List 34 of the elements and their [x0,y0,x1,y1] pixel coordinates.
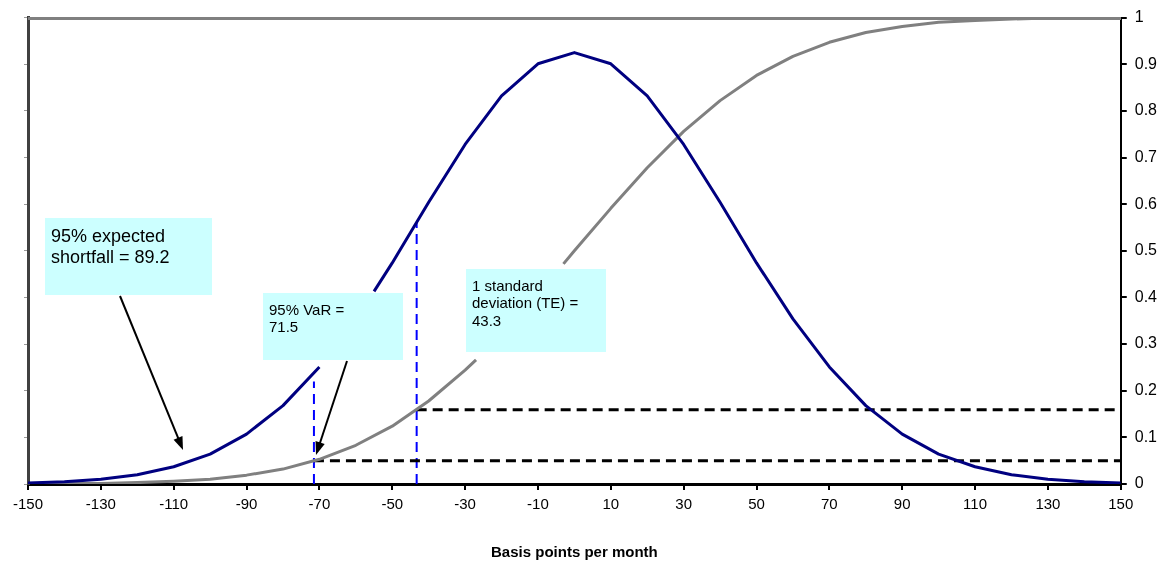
x-tick-label: -70 [308,495,331,513]
callout-box: 95% VaR = 71.5 [263,293,403,360]
x-tick-label: 150 [1108,495,1134,513]
y-tick-label: 0.6 [1134,194,1158,212]
x-tick-label: 130 [1035,495,1061,513]
y-tick-label: 0.7 [1134,147,1158,165]
y-tick-label: 0.5 [1134,241,1158,259]
x-tick-label: 30 [675,495,692,513]
y-tick-label: 0.2 [1134,381,1158,399]
callout-box: 95% expected shortfall = 89.2 [45,218,212,295]
annotation: 1 standard deviation (TE) = 43.3 [472,277,579,329]
x-tick-label: -90 [235,495,258,513]
x-tick-label: -130 [85,495,116,513]
callout-box: 1 standard deviation (TE) = 43.3 [466,269,606,352]
y-tick-label: 0.9 [1134,54,1158,72]
y-tick-label: 0 [1134,474,1144,492]
annotation: 95% expected shortfall = 89.2 [51,226,170,267]
x-tick-label: -110 [159,495,189,513]
x-tick-label: 10 [602,495,620,513]
y-tick-label: 0.8 [1134,101,1158,119]
x-tick-label: -50 [381,495,404,513]
x-tick-label: 50 [748,495,765,513]
x-tick-label: 70 [821,495,838,513]
y-tick-label: 0.3 [1134,334,1158,352]
annotation: 95% VaR = 71.5 [269,301,345,336]
x-tick-label: 110 [963,495,988,513]
y-tick-label: 0.4 [1134,287,1158,305]
x-axis-title: Basis points per month [491,543,658,561]
x-tick-label: 90 [893,495,911,513]
x-tick-label: -30 [454,495,476,513]
y-tick-label: 0.1 [1134,427,1158,445]
x-tick-label: -150 [12,495,44,513]
x-tick-label: -10 [527,495,549,513]
y-tick-label: 1 [1134,8,1144,26]
